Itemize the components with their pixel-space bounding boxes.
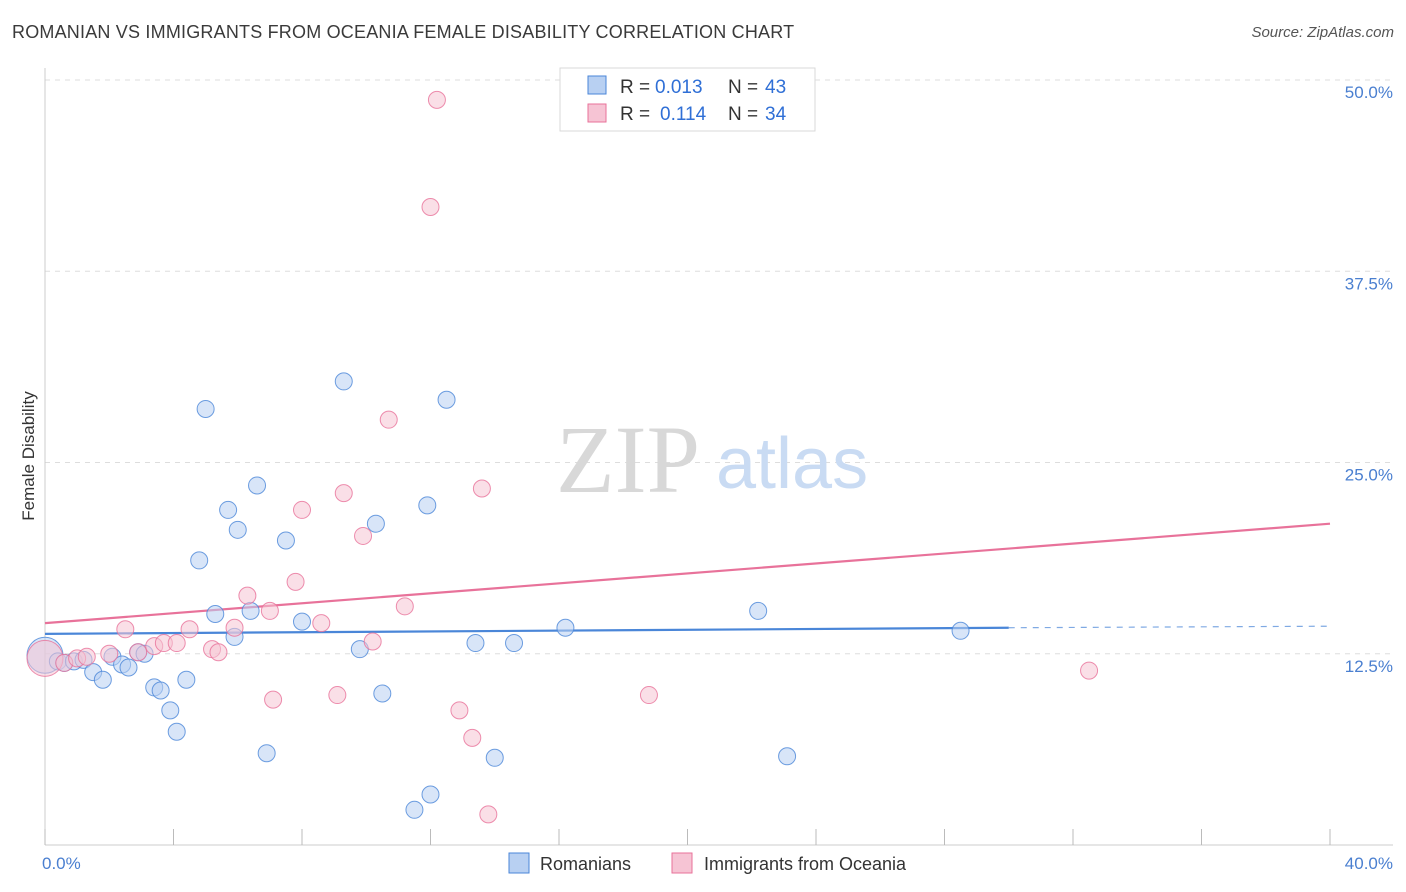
axes: [44, 68, 1393, 846]
series-legend-label-romanians: Romanians: [540, 854, 631, 874]
point-oceania: [334, 484, 353, 503]
legend-r-value-romanians: 0.013: [655, 77, 703, 98]
series-legend-swatch-oceania: [671, 852, 693, 874]
point-romanians: [206, 604, 225, 623]
point-oceania: [293, 500, 311, 519]
point-romanians: [466, 634, 485, 653]
point-oceania: [427, 90, 446, 109]
point-oceania: [450, 701, 469, 720]
legend-swatch-romanians: [587, 75, 607, 95]
point-oceania: [312, 614, 331, 633]
point-oceania: [421, 197, 440, 216]
point-oceania: [328, 686, 347, 705]
trend-line-romanians: [44, 626, 1009, 635]
point-romanians: [405, 800, 424, 819]
point-romanians: [437, 390, 456, 409]
legend-n-value-oceania: 34: [765, 104, 787, 125]
watermark-atlas: atlas: [716, 424, 868, 504]
point-oceania: [100, 644, 119, 663]
y-tick-label: 25.0%: [1345, 466, 1393, 485]
x-tick-label-max: 40.0%: [1345, 854, 1393, 873]
x-tick-labels: 0.0% 40.0%: [42, 854, 1393, 873]
trend-line-romanians-extension: [1008, 625, 1331, 629]
legend-r-value-oceania: 0.114: [660, 104, 707, 125]
point-oceania: [354, 526, 373, 545]
point-romanians: [951, 621, 970, 640]
chart-title: ROMANIAN VS IMMIGRANTS FROM OCEANIA FEMA…: [12, 22, 795, 42]
source-label: Source: ZipAtlas.com: [1251, 24, 1394, 41]
point-romanians: [257, 744, 276, 763]
point-oceania: [264, 690, 283, 709]
series-legend: Romanians Immigrants from Oceania: [508, 852, 907, 874]
point-oceania: [286, 572, 305, 591]
point-romanians: [161, 701, 180, 720]
point-oceania: [395, 597, 414, 616]
legend-n-label-oceania: N =: [728, 104, 758, 125]
point-romanians: [418, 496, 437, 515]
stats-legend: R = 0.013 N = 43 R = 0.114 N = 34: [559, 67, 816, 132]
point-oceania: [463, 728, 482, 747]
watermark: ZIP atlas: [556, 406, 868, 513]
series-legend-label-oceania: Immigrants from Oceania: [704, 854, 907, 874]
point-romanians: [241, 601, 260, 620]
point-romanians: [778, 747, 797, 766]
point-oceania: [180, 620, 199, 639]
point-oceania: [129, 643, 148, 662]
point-romanians: [293, 612, 311, 631]
point-romanians: [190, 551, 209, 570]
point-romanians: [505, 634, 524, 653]
series-legend-swatch-romanians: [508, 852, 530, 874]
point-oceania: [639, 686, 658, 705]
point-romanians: [556, 618, 575, 637]
trend-lines: [44, 522, 1331, 635]
point-oceania: [209, 643, 228, 662]
data-points: [26, 90, 1099, 824]
legend-swatch-oceania: [587, 103, 607, 123]
gridlines: [45, 79, 1393, 655]
legend-n-label-romanians: N =: [728, 77, 758, 98]
point-romanians: [119, 658, 138, 677]
point-romanians: [366, 514, 385, 533]
legend-r-label-oceania: R =: [620, 104, 650, 125]
point-oceania: [363, 632, 382, 651]
point-oceania: [479, 805, 498, 824]
legend-r-label-romanians: R =: [620, 77, 650, 98]
point-romanians: [276, 531, 295, 550]
point-oceania: [116, 620, 135, 639]
point-romanians: [219, 500, 238, 519]
y-tick-label: 50.0%: [1345, 83, 1393, 102]
x-tick-label-min: 0.0%: [42, 854, 81, 873]
y-tick-label: 12.5%: [1345, 657, 1393, 676]
point-oceania: [238, 586, 257, 605]
point-romanians: [228, 520, 247, 539]
point-romanians: [93, 670, 112, 689]
point-oceania: [225, 618, 244, 637]
point-romanians: [421, 785, 440, 804]
point-romanians: [167, 722, 186, 741]
point-oceania: [260, 601, 279, 620]
point-romanians: [151, 681, 170, 700]
point-oceania: [1080, 661, 1099, 680]
point-romanians: [749, 601, 768, 620]
y-axis-label: Female Disability: [19, 391, 38, 521]
point-romanians: [373, 684, 392, 703]
point-romanians: [334, 372, 353, 391]
point-romanians: [485, 748, 504, 767]
point-oceania: [472, 479, 491, 498]
trend-line-oceania: [44, 522, 1331, 625]
watermark-zip: ZIP: [556, 406, 700, 513]
point-romanians: [196, 399, 215, 418]
point-romanians: [177, 670, 196, 689]
legend-n-value-romanians: 43: [765, 77, 786, 98]
point-romanians: [248, 476, 267, 495]
point-oceania: [77, 647, 96, 666]
y-tick-labels: 12.5% 25.0% 37.5% 50.0%: [1345, 83, 1393, 676]
point-oceania: [379, 410, 398, 429]
point-oceania: [167, 634, 186, 653]
y-tick-label: 37.5%: [1345, 274, 1393, 293]
